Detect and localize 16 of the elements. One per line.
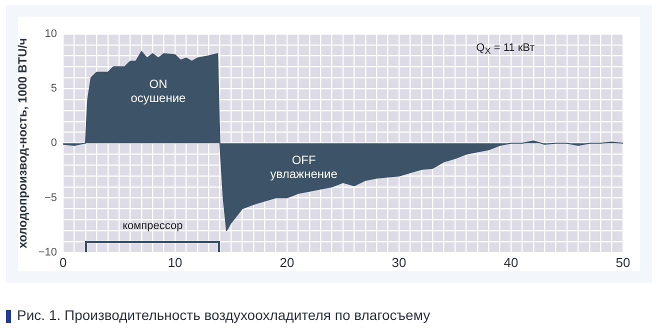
y-axis-title: холодопроизвод-ность, 1000 BTU/ч [16,38,30,248]
y-tick-label: −5 [44,192,58,204]
y-tick-label: 5 [50,82,58,95]
annotation: компрессор [122,219,183,234]
x-tick-label: 30 [392,254,406,270]
annotation: Q$_{X}$ = 11 кВт [476,40,535,58]
y-tick-label: −10 [38,246,58,258]
y-tick-label: 0 [50,137,58,150]
annotation: OFF увлажнение [270,153,338,182]
x-tick-label: 50 [616,254,630,270]
text: Рис. 1. Производительность воздухоохладителя по влагосъему [17,307,430,323]
annotation: ON осушение [130,76,186,105]
x-tick-label: 40 [504,254,518,270]
x-tick-label: 20 [280,254,294,270]
y-tick-label: 10 [44,28,58,40]
x-tick-label: 10 [168,254,182,270]
